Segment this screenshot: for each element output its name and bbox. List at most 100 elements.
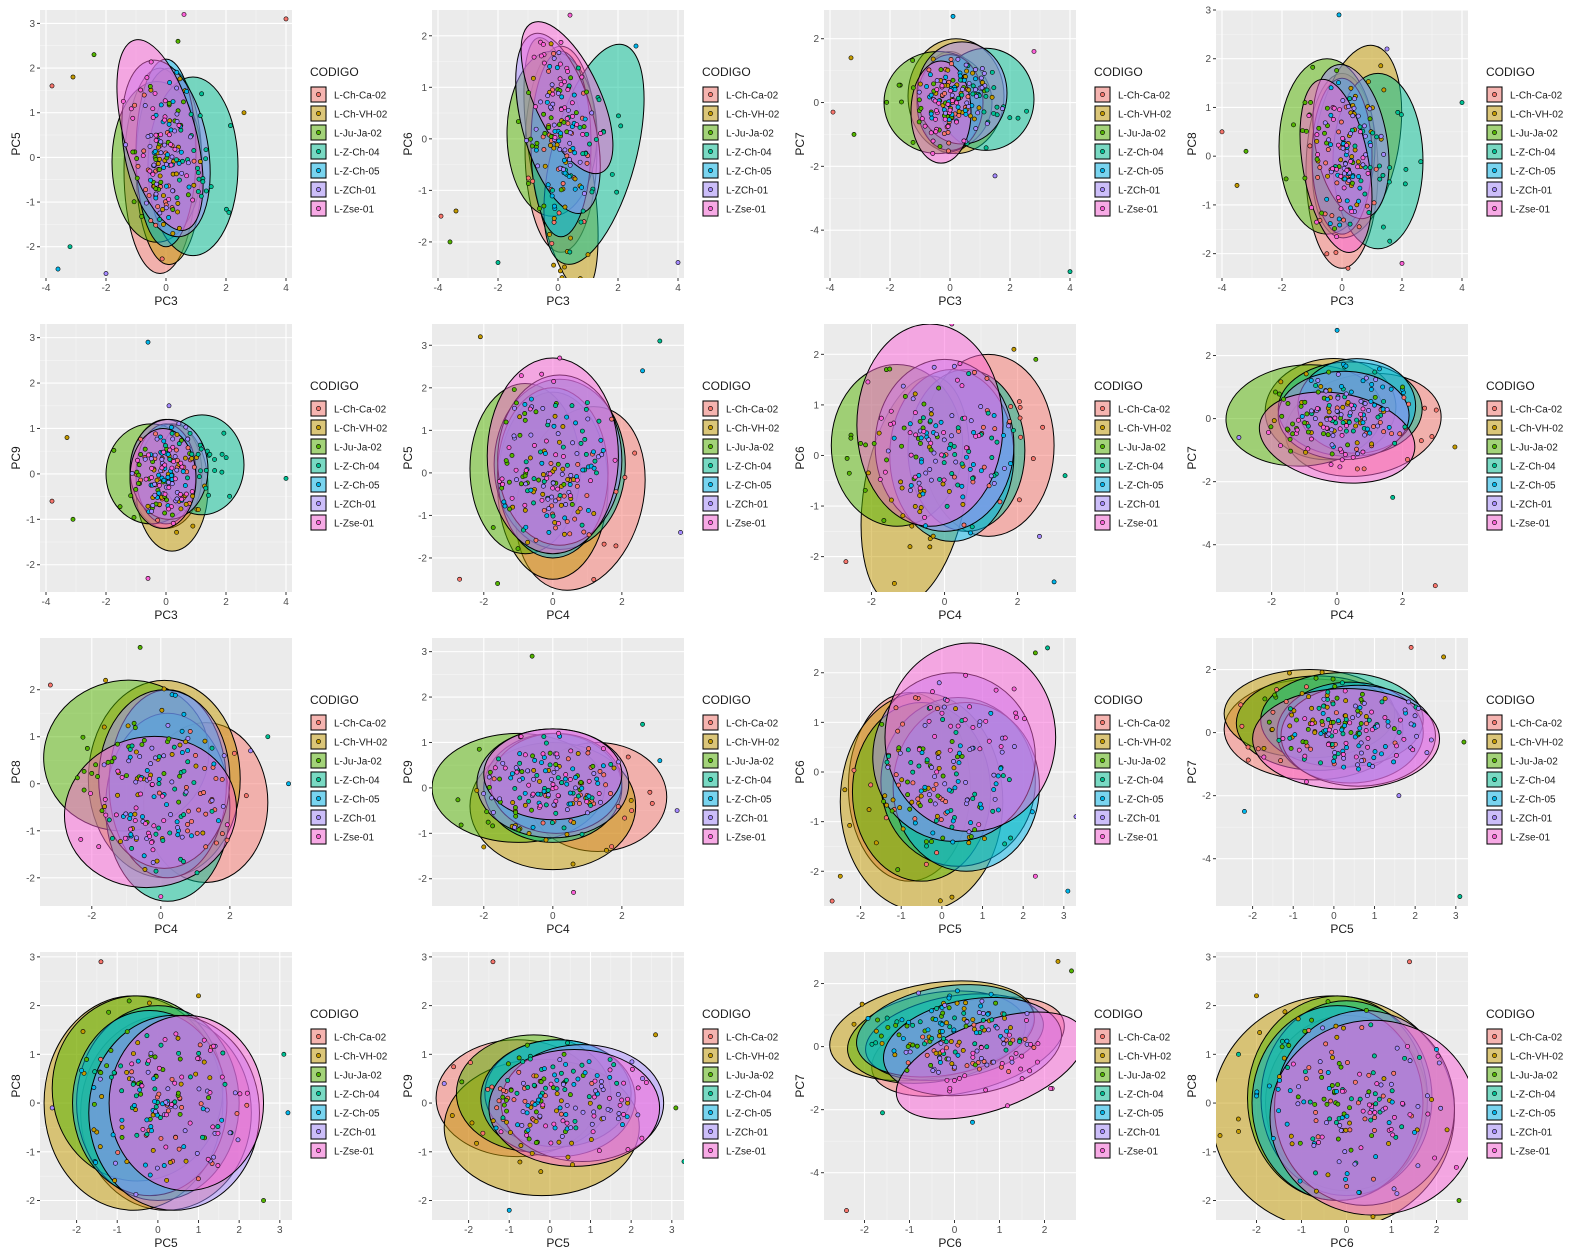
point-l-ch-ca-02	[1418, 438, 1424, 444]
point-l-ch-vh-02	[1235, 1116, 1241, 1122]
point-l-z-ch-05	[1388, 386, 1394, 392]
point-l-z-ch-04	[1357, 1096, 1363, 1102]
point-l-zse-01	[523, 468, 529, 473]
legend: CODIGOL-Ch-Ca-02L-Ch-VH-02L-Ju-Ja-02L-Z-…	[310, 65, 388, 217]
point-l-ch-ca-02	[549, 241, 555, 246]
point-l-zse-01	[1363, 728, 1369, 733]
point-l-ch-vh-02	[940, 481, 946, 487]
point-l-ju-ja-02	[1326, 369, 1332, 375]
point-l-zse-01	[1337, 446, 1343, 452]
point-l-z-ch-05	[952, 87, 958, 92]
point-l-ch-ca-02	[203, 811, 209, 817]
point-l-ch-vh-02	[531, 767, 537, 773]
point-l-zch-01	[992, 796, 998, 802]
point-l-z-ch-04	[952, 452, 958, 457]
point-l-zse-01	[998, 744, 1004, 749]
legend-key-point	[1492, 130, 1497, 135]
point-l-z-ch-05	[533, 147, 539, 153]
point-l-z-ch-04	[1379, 699, 1385, 705]
point-l-zse-01	[135, 457, 140, 463]
point-l-zch-01	[675, 260, 681, 265]
point-l-z-ch-05	[554, 65, 560, 71]
point-l-zse-01	[498, 1129, 504, 1135]
point-l-ju-ja-02	[905, 792, 911, 798]
point-l-ju-ja-02	[136, 481, 141, 486]
point-l-ch-vh-02	[70, 74, 76, 80]
point-l-zse-01	[184, 173, 190, 179]
point-l-zse-01	[970, 725, 976, 730]
point-l-zse-01	[1353, 754, 1359, 760]
point-l-ch-vh-02	[174, 432, 180, 438]
point-l-ju-ja-02	[1281, 396, 1287, 402]
legend-label-l-zch-01: L-ZCh-01	[1118, 814, 1161, 825]
point-l-zch-01	[560, 167, 566, 172]
point-l-z-ch-05	[1287, 1088, 1293, 1094]
legend-label-l-ch-ca-02: L-Ch-Ca-02	[726, 719, 779, 730]
point-l-z-ch-04	[949, 824, 955, 830]
legend-key-point	[316, 834, 321, 839]
point-l-z-ch-04	[495, 260, 501, 265]
point-l-zch-01	[1367, 106, 1373, 112]
point-l-ch-vh-02	[937, 1033, 942, 1039]
point-l-ch-vh-02	[115, 792, 120, 798]
point-l-zse-01	[1400, 1100, 1405, 1106]
point-l-z-ch-04	[869, 1041, 875, 1047]
tick-label-y: 3	[29, 19, 35, 30]
point-l-z-ch-05	[891, 1048, 897, 1054]
point-l-zse-01	[1339, 457, 1345, 463]
point-l-ch-ca-02	[1352, 1079, 1358, 1085]
point-l-ch-vh-02	[937, 898, 943, 904]
point-l-z-ch-05	[620, 1122, 625, 1128]
point-l-z-ch-04	[176, 441, 182, 447]
point-l-z-ch-04	[949, 471, 955, 476]
legend-label-l-z-ch-05: L-Z-Ch-05	[726, 1109, 772, 1120]
point-l-ch-vh-02	[1378, 63, 1384, 69]
point-l-z-ch-04	[955, 425, 961, 431]
point-l-ch-ca-02	[868, 782, 874, 788]
legend-key-point	[316, 444, 321, 449]
legend-key-point	[316, 1129, 321, 1134]
point-l-ju-ja-02	[115, 741, 120, 747]
legend-key-point	[1100, 796, 1105, 801]
point-l-z-ch-04	[1017, 1039, 1022, 1044]
point-l-zse-01	[619, 1097, 625, 1103]
point-l-zse-01	[561, 454, 566, 459]
point-l-ch-vh-02	[154, 477, 160, 483]
point-l-ch-vh-02	[150, 1148, 156, 1153]
plot-area	[829, 642, 1076, 906]
point-l-ch-vh-02	[951, 765, 957, 771]
point-l-z-ch-05	[1267, 1083, 1272, 1089]
point-l-ju-ja-02	[529, 143, 535, 149]
point-l-ch-vh-02	[178, 1081, 184, 1087]
point-l-zch-01	[984, 1062, 990, 1068]
legend-label-l-z-ch-04: L-Z-Ch-04	[1118, 776, 1164, 787]
point-l-zse-01	[171, 459, 177, 464]
point-l-zch-01	[1370, 764, 1376, 769]
point-l-zse-01	[1340, 752, 1346, 757]
point-l-z-ch-04	[169, 431, 175, 436]
point-l-zch-01	[991, 772, 997, 778]
point-l-ju-ja-02	[584, 89, 589, 95]
point-l-z-ch-04	[614, 1080, 620, 1086]
point-l-ch-ca-02	[1377, 420, 1383, 425]
point-l-z-ch-04	[1386, 179, 1392, 185]
point-l-zch-01	[549, 82, 555, 88]
point-l-ch-ca-02	[559, 1111, 564, 1117]
point-l-ju-ja-02	[1321, 1096, 1327, 1102]
point-l-zse-01	[617, 1102, 623, 1108]
tick-label-x: -1	[1297, 1225, 1306, 1236]
point-l-z-ch-04	[894, 1019, 900, 1025]
point-l-z-ch-04	[1347, 221, 1353, 227]
point-l-zse-01	[999, 1061, 1005, 1066]
legend-label-l-zse-01: L-Zse-01	[334, 519, 374, 530]
legend-key-point	[708, 739, 713, 744]
point-l-zch-01	[524, 138, 529, 143]
point-l-ch-ca-02	[942, 91, 947, 96]
point-l-ch-ca-02	[1315, 1134, 1321, 1140]
point-l-zse-01	[1035, 1059, 1040, 1065]
point-l-ju-ja-02	[858, 440, 864, 446]
point-l-z-ch-05	[946, 995, 952, 1001]
tick-label-x: 0	[547, 1225, 553, 1236]
point-l-z-ch-04	[1008, 835, 1013, 841]
point-l-zch-01	[953, 459, 959, 465]
